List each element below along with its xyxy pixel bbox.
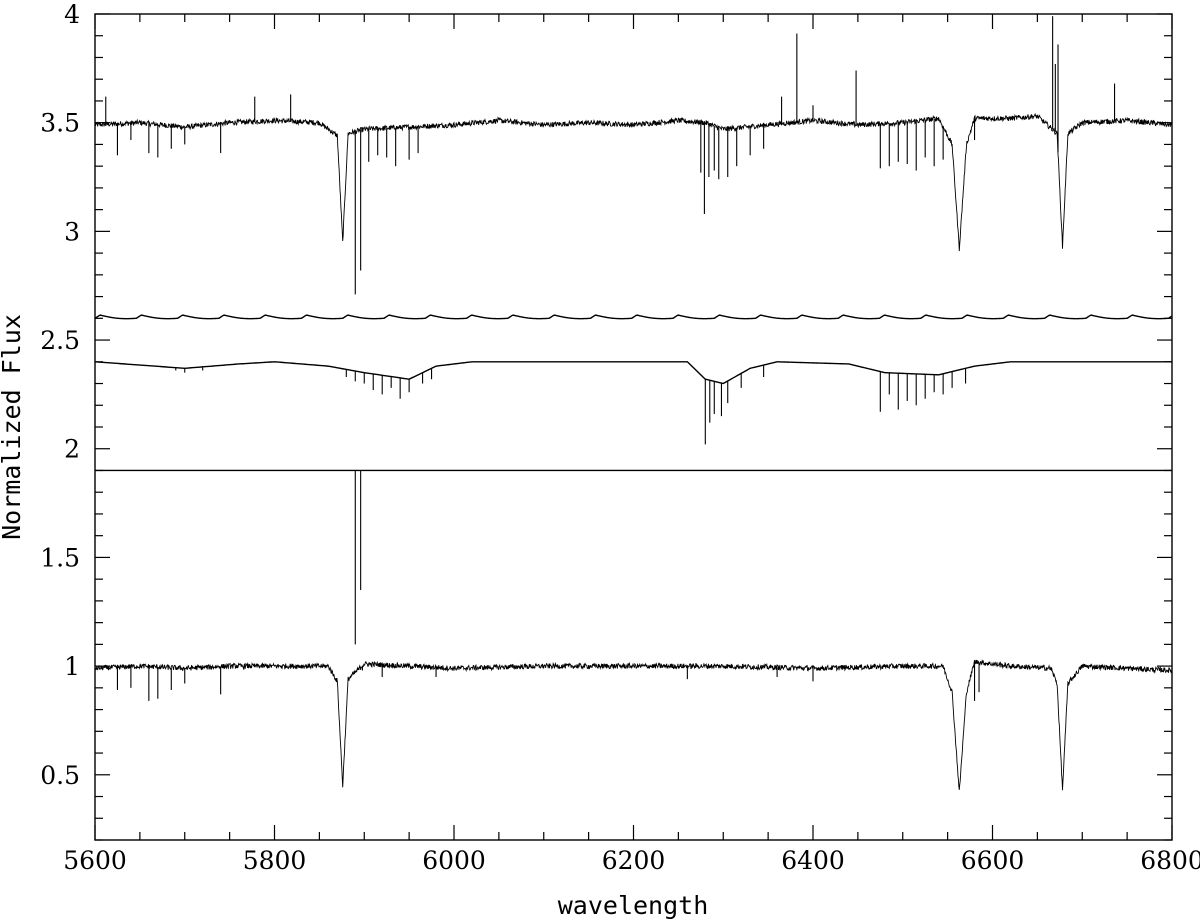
spectrum-line	[94, 361, 1172, 385]
y-tick-label: 1	[64, 652, 80, 681]
y-tick-label: 4	[64, 0, 80, 29]
x-tick-label: 5600	[63, 846, 127, 875]
x-axis-title: wavelength	[558, 891, 709, 920]
spectrum-line	[94, 314, 1173, 320]
axis-ticks	[94, 13, 1173, 841]
spectrum-series-4	[94, 659, 1173, 791]
y-tick-label: 1.5	[40, 543, 80, 572]
spectrum-line	[94, 112, 1173, 252]
x-tick-label: 6800	[1140, 846, 1200, 875]
y-tick-label: 3	[64, 217, 80, 246]
y-tick-label: 2	[64, 435, 80, 464]
x-tick-label: 5800	[243, 846, 307, 875]
y-tick-label: 3.5	[40, 109, 80, 138]
x-tick-label: 6400	[781, 846, 845, 875]
y-axis-title: Normalized Flux	[0, 314, 26, 540]
x-tick-label: 6000	[422, 846, 486, 875]
plot-frame	[94, 13, 1173, 841]
spectrum-series-1	[94, 314, 1173, 320]
spectrum-series-0	[94, 16, 1173, 295]
axis-tick-labels: 5600 5800 6000 6200 6400 6600 6800 0.5 1 1.5 2 2.5 3…	[40, 0, 1200, 875]
x-tick-label: 6200	[602, 846, 666, 875]
y-tick-label: 0.5	[40, 761, 80, 790]
spectrum-series-3	[95, 469, 1172, 645]
spectrum-line	[94, 659, 1173, 791]
y-tick-label: 2.5	[40, 326, 80, 355]
spectra-series	[94, 16, 1173, 791]
spectrum-series-2	[94, 361, 1172, 445]
x-tick-label: 6600	[961, 846, 1025, 875]
